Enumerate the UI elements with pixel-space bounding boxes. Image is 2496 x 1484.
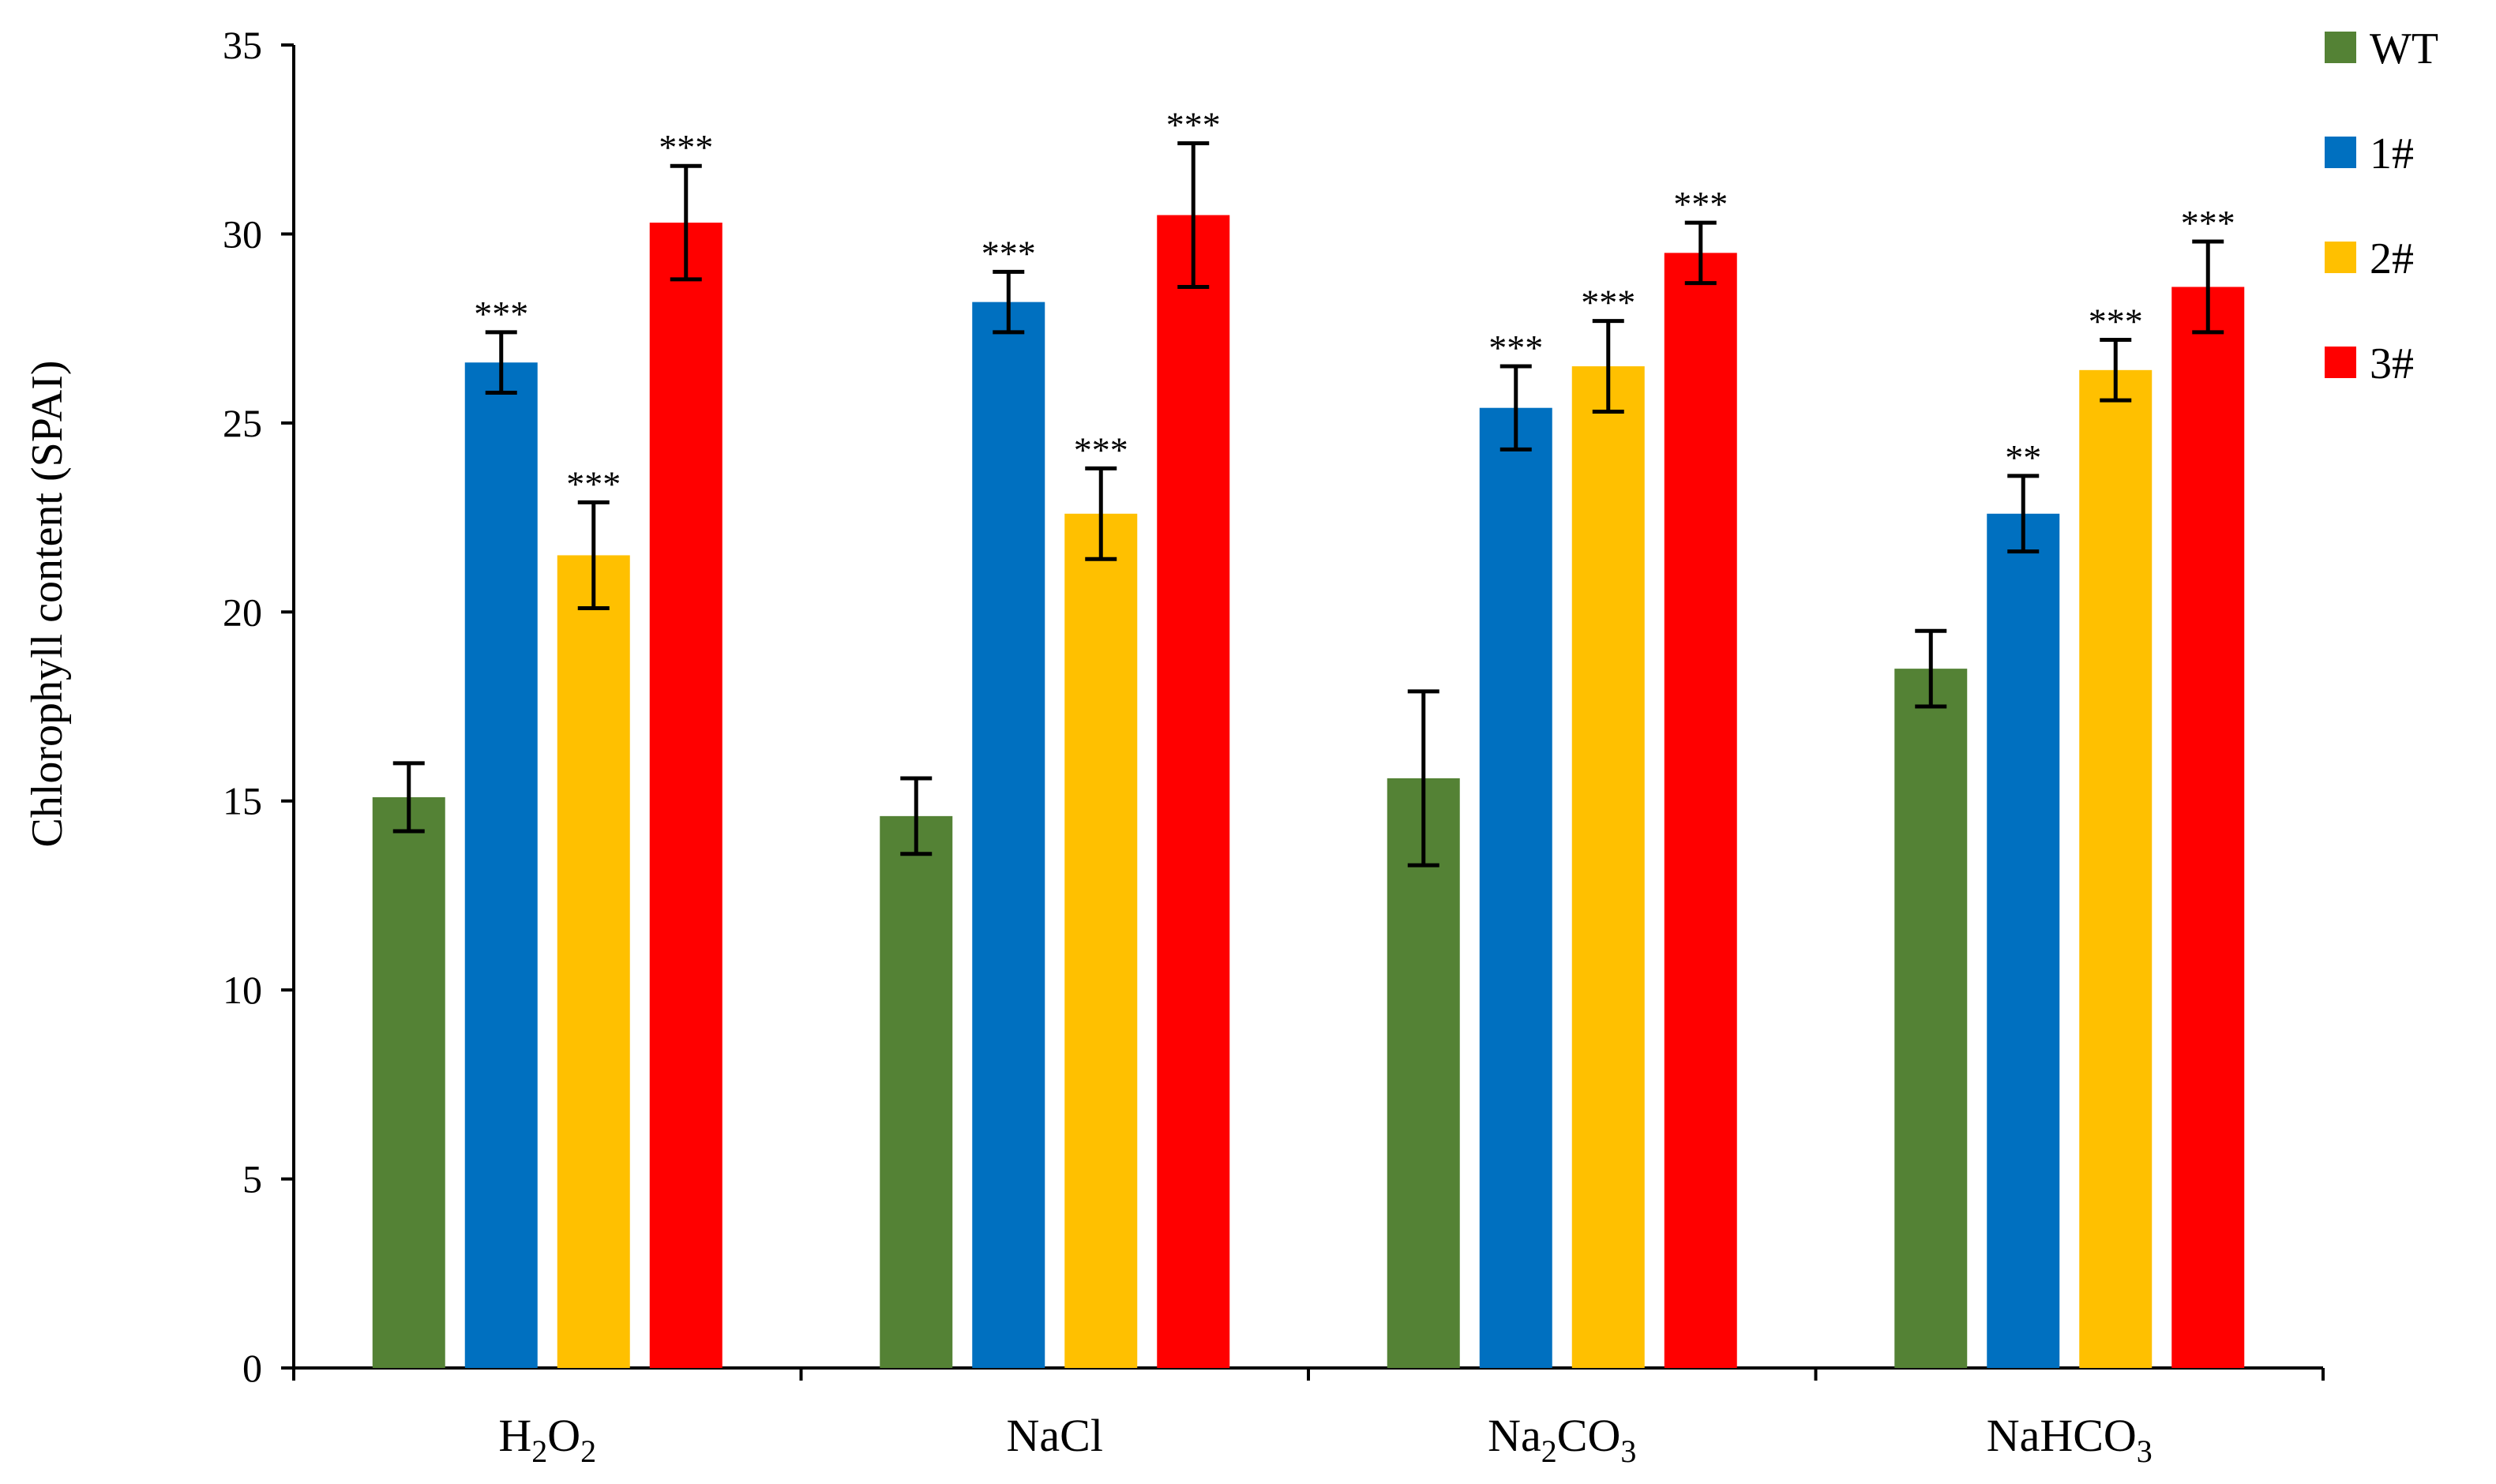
y-tick-label: 0 xyxy=(242,1346,262,1390)
significance-label: *** xyxy=(2181,203,2235,243)
x-category-label: H2O2 xyxy=(498,1410,596,1469)
legend-label: 1# xyxy=(2370,129,2414,178)
bar xyxy=(880,815,953,1368)
significance-label: *** xyxy=(1673,184,1728,224)
significance-label: *** xyxy=(1488,328,1543,368)
bar xyxy=(1987,513,2060,1368)
significance-label: *** xyxy=(659,127,713,167)
bar xyxy=(649,223,723,1368)
legend-swatch xyxy=(2325,242,2356,273)
significance-label: *** xyxy=(1581,283,1635,323)
bar xyxy=(1479,407,1552,1368)
bar xyxy=(372,796,445,1368)
bar xyxy=(1064,513,1138,1368)
significance-label: *** xyxy=(474,294,528,334)
significance-label: *** xyxy=(1074,429,1128,470)
significance-label: *** xyxy=(1166,105,1221,145)
x-category-label: NaCl xyxy=(1007,1410,1103,1461)
legend-label: WT xyxy=(2370,24,2438,73)
bar xyxy=(1664,253,1737,1368)
bar xyxy=(464,362,538,1368)
y-tick-label: 35 xyxy=(223,23,262,67)
legend-label: 2# xyxy=(2370,234,2414,283)
significance-label: *** xyxy=(982,233,1036,273)
bar xyxy=(2079,369,2153,1368)
bar xyxy=(1387,778,1460,1368)
bar xyxy=(1894,669,1968,1368)
legend-swatch xyxy=(2325,347,2356,378)
legend-swatch xyxy=(2325,32,2356,63)
x-category-label: NaHCO3 xyxy=(1987,1410,2153,1469)
legend-label: 3# xyxy=(2370,339,2414,388)
y-tick-label: 25 xyxy=(223,401,262,445)
bar xyxy=(2171,287,2245,1369)
plot-area: 05101520253035H2O2*********NaCl*********… xyxy=(223,23,2325,1469)
y-tick-label: 15 xyxy=(223,779,262,823)
legend: WT 1# 2# 3# xyxy=(2325,24,2438,388)
bar xyxy=(972,302,1045,1369)
y-tick-label: 20 xyxy=(223,590,262,634)
significance-label: ** xyxy=(2005,437,2041,478)
bar xyxy=(557,555,630,1368)
y-tick-label: 5 xyxy=(242,1157,262,1201)
x-category-label: Na2CO3 xyxy=(1488,1410,1636,1469)
y-axis-title: Chlorophyll content (SPAI) xyxy=(23,360,72,847)
legend-swatch xyxy=(2325,137,2356,168)
y-tick-label: 30 xyxy=(223,212,262,256)
y-tick-label: 10 xyxy=(223,968,262,1012)
significance-label: *** xyxy=(566,463,621,504)
bar xyxy=(1571,366,1645,1368)
bar xyxy=(1157,215,1230,1368)
significance-label: *** xyxy=(2089,302,2143,342)
